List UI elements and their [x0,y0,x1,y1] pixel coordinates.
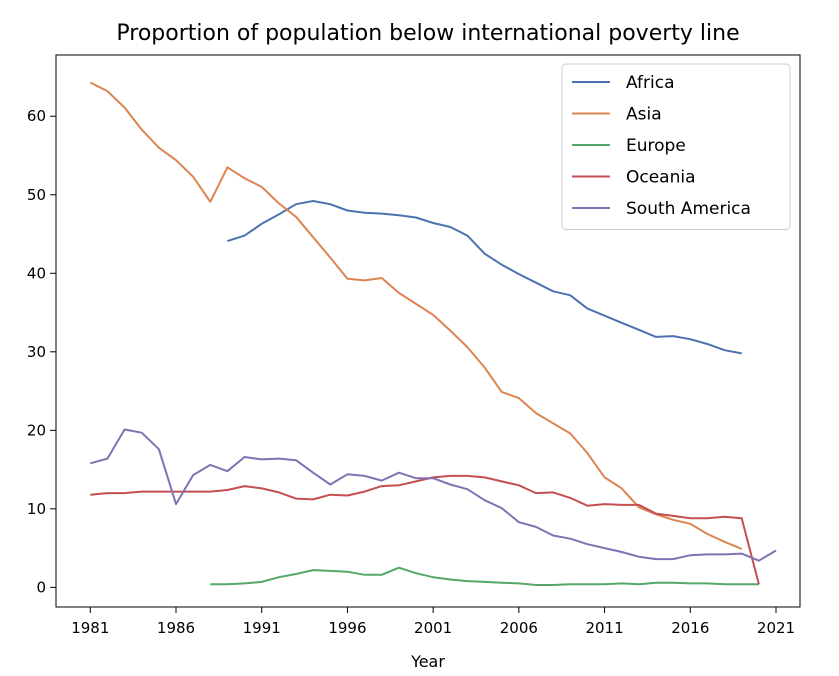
x-tick-label: 1991 [243,619,281,637]
legend-label: Africa [626,73,675,93]
series-line-south-america [90,428,777,562]
legend-label: Asia [626,105,662,125]
y-tick-label: 0 [36,578,46,596]
legend: Africa Asia Europe Oceania South America [561,63,791,230]
x-tick-label: 1986 [157,619,195,637]
y-tick-label: 10 [27,500,46,518]
x-tick-label: 1981 [71,619,109,637]
plot-area [55,54,801,608]
x-tick-label: 1996 [328,619,366,637]
legend-label: Oceania [626,168,696,188]
legend-label: Europe [626,136,686,156]
series-line-africa [227,200,742,355]
legend-box [561,63,791,230]
series-line-europe [210,566,759,586]
y-tick-label: 30 [27,343,46,361]
x-tick-label: 2021 [757,619,795,637]
x-axis: 1981 1986 1991 1996 2001 2006 2011 2016 2021 [71,607,795,637]
x-tick-label: 2001 [414,619,452,637]
y-tick-label: 40 [27,264,46,282]
chart-title: Proportion of population below internati… [116,21,739,46]
y-tick-label: 50 [27,186,46,204]
legend-label: South America [626,199,751,219]
x-tick-label: 2006 [500,619,538,637]
series-line-asia [89,81,743,550]
y-tick-label: 60 [27,107,46,125]
x-axis-label: Year [410,652,445,671]
x-tick-label: 2011 [585,619,623,637]
y-axis: 0 10 20 30 40 50 60 [27,107,56,596]
series-lines [89,81,777,586]
y-tick-label: 20 [27,421,46,439]
plot-frame [55,54,801,608]
series-line-oceania [90,474,760,585]
x-tick-label: 2016 [671,619,709,637]
